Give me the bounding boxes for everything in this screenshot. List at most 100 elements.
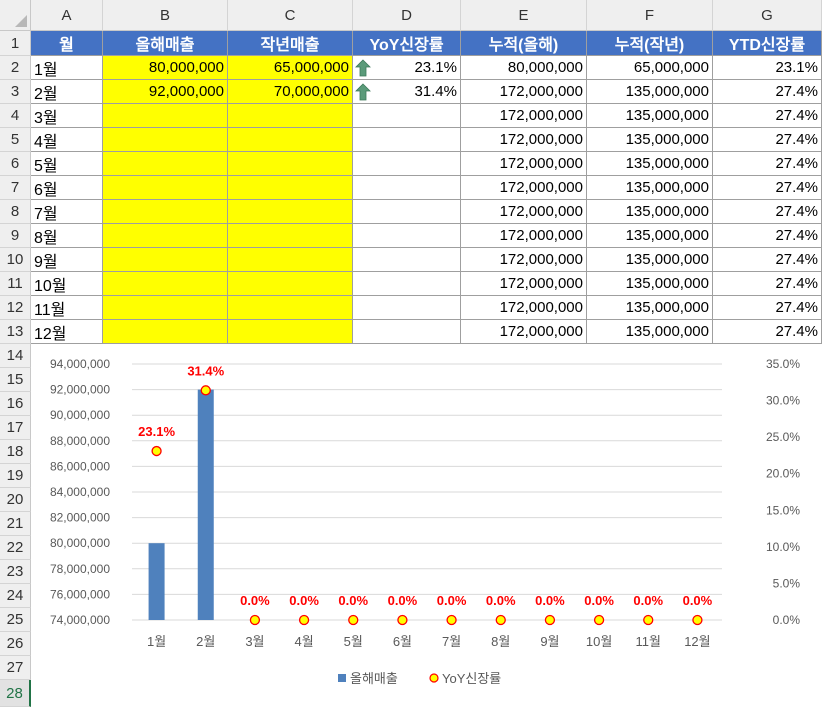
row-header-15[interactable]: 15 <box>0 368 31 392</box>
row-header-28[interactable]: 28 <box>0 680 31 707</box>
row-header-11[interactable]: 11 <box>0 272 31 296</box>
cell-f9[interactable]: 135,000,000 <box>587 224 713 248</box>
cell-d9[interactable] <box>353 224 461 248</box>
cell-b12[interactable] <box>103 296 228 320</box>
row-header-24[interactable]: 24 <box>0 584 31 608</box>
cell-a10[interactable]: 9월 <box>31 248 103 272</box>
row-header-14[interactable]: 14 <box>0 344 31 368</box>
column-header-d[interactable]: D <box>353 0 461 31</box>
column-header-g[interactable]: G <box>713 0 822 31</box>
cell-d4[interactable] <box>353 104 461 128</box>
cell-g3[interactable]: 27.4% <box>713 80 822 104</box>
row-header-26[interactable]: 26 <box>0 632 31 656</box>
header-cell-d[interactable]: YoY신장률 <box>353 31 461 56</box>
cell-e4[interactable]: 172,000,000 <box>461 104 587 128</box>
cell-b13[interactable] <box>103 320 228 344</box>
row-header-10[interactable]: 10 <box>0 248 31 272</box>
cell-e6[interactable]: 172,000,000 <box>461 152 587 176</box>
column-header-b[interactable]: B <box>103 0 228 31</box>
cell-d12[interactable] <box>353 296 461 320</box>
cell-b2[interactable]: 80,000,000 <box>103 56 228 80</box>
cell-a7[interactable]: 6월 <box>31 176 103 200</box>
cell-a8[interactable]: 7월 <box>31 200 103 224</box>
cell-g2[interactable]: 23.1% <box>713 56 822 80</box>
cell-b11[interactable] <box>103 272 228 296</box>
row-header-2[interactable]: 2 <box>0 56 31 80</box>
cell-f3[interactable]: 135,000,000 <box>587 80 713 104</box>
cell-b4[interactable] <box>103 104 228 128</box>
cell-c10[interactable] <box>228 248 353 272</box>
cell-c4[interactable] <box>228 104 353 128</box>
cell-e8[interactable]: 172,000,000 <box>461 200 587 224</box>
cell-e11[interactable]: 172,000,000 <box>461 272 587 296</box>
cell-a9[interactable]: 8월 <box>31 224 103 248</box>
cell-f7[interactable]: 135,000,000 <box>587 176 713 200</box>
cell-a5[interactable]: 4월 <box>31 128 103 152</box>
cell-f4[interactable]: 135,000,000 <box>587 104 713 128</box>
cell-a3[interactable]: 2월 <box>31 80 103 104</box>
cell-f5[interactable]: 135,000,000 <box>587 128 713 152</box>
row-header-18[interactable]: 18 <box>0 440 31 464</box>
cell-b9[interactable] <box>103 224 228 248</box>
header-cell-e[interactable]: 누적(올해) <box>461 31 587 56</box>
header-cell-c[interactable]: 작년매출 <box>228 31 353 56</box>
cell-f11[interactable]: 135,000,000 <box>587 272 713 296</box>
row-header-8[interactable]: 8 <box>0 200 31 224</box>
combo-chart[interactable]: 74,000,000 76,000,000 78,000,000 80,000,000… <box>32 344 821 707</box>
cell-g5[interactable]: 27.4% <box>713 128 822 152</box>
cell-d10[interactable] <box>353 248 461 272</box>
row-header-9[interactable]: 9 <box>0 224 31 248</box>
column-header-e[interactable]: E <box>461 0 587 31</box>
cell-e13[interactable]: 172,000,000 <box>461 320 587 344</box>
column-header-c[interactable]: C <box>228 0 353 31</box>
cell-g9[interactable]: 27.4% <box>713 224 822 248</box>
row-header-7[interactable]: 7 <box>0 176 31 200</box>
cell-f13[interactable]: 135,000,000 <box>587 320 713 344</box>
cell-a6[interactable]: 5월 <box>31 152 103 176</box>
cell-e9[interactable]: 172,000,000 <box>461 224 587 248</box>
cell-g10[interactable]: 27.4% <box>713 248 822 272</box>
cell-g11[interactable]: 27.4% <box>713 272 822 296</box>
row-header-21[interactable]: 21 <box>0 512 31 536</box>
row-header-13[interactable]: 13 <box>0 320 31 344</box>
header-cell-a[interactable]: 월 <box>31 31 103 56</box>
cell-d6[interactable] <box>353 152 461 176</box>
cell-c5[interactable] <box>228 128 353 152</box>
row-header-27[interactable]: 27 <box>0 656 31 680</box>
cell-d7[interactable] <box>353 176 461 200</box>
cell-a13[interactable]: 12월 <box>31 320 103 344</box>
cell-b6[interactable] <box>103 152 228 176</box>
column-header-a[interactable]: A <box>31 0 103 31</box>
cell-e5[interactable]: 172,000,000 <box>461 128 587 152</box>
row-header-3[interactable]: 3 <box>0 80 31 104</box>
cell-c13[interactable] <box>228 320 353 344</box>
cell-c8[interactable] <box>228 200 353 224</box>
cell-c7[interactable] <box>228 176 353 200</box>
cell-e2[interactable]: 80,000,000 <box>461 56 587 80</box>
cell-e10[interactable]: 172,000,000 <box>461 248 587 272</box>
cell-e12[interactable]: 172,000,000 <box>461 296 587 320</box>
select-all-corner[interactable] <box>0 0 31 31</box>
row-header-17[interactable]: 17 <box>0 416 31 440</box>
cell-c12[interactable] <box>228 296 353 320</box>
row-header-25[interactable]: 25 <box>0 608 31 632</box>
row-header-6[interactable]: 6 <box>0 152 31 176</box>
row-header-4[interactable]: 4 <box>0 104 31 128</box>
cell-f6[interactable]: 135,000,000 <box>587 152 713 176</box>
cell-f8[interactable]: 135,000,000 <box>587 200 713 224</box>
cell-f2[interactable]: 65,000,000 <box>587 56 713 80</box>
cell-f10[interactable]: 135,000,000 <box>587 248 713 272</box>
header-cell-g[interactable]: YTD신장률 <box>713 31 822 56</box>
cell-g4[interactable]: 27.4% <box>713 104 822 128</box>
cell-f12[interactable]: 135,000,000 <box>587 296 713 320</box>
cell-d13[interactable] <box>353 320 461 344</box>
row-header-23[interactable]: 23 <box>0 560 31 584</box>
row-header-20[interactable]: 20 <box>0 488 31 512</box>
cell-b3[interactable]: 92,000,000 <box>103 80 228 104</box>
header-cell-f[interactable]: 누적(작년) <box>587 31 713 56</box>
cell-c6[interactable] <box>228 152 353 176</box>
header-cell-b[interactable]: 올해매출 <box>103 31 228 56</box>
row-header-1[interactable]: 1 <box>0 31 31 56</box>
cell-e3[interactable]: 172,000,000 <box>461 80 587 104</box>
cell-a4[interactable]: 3월 <box>31 104 103 128</box>
